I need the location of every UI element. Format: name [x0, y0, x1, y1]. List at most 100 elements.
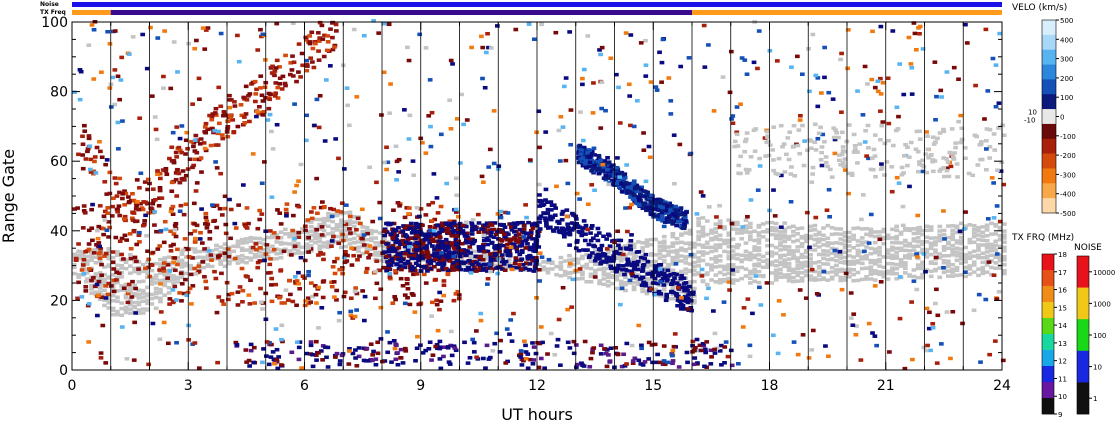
- velocity-cell: [436, 268, 442, 273]
- ground-scatter-cell: [722, 226, 727, 231]
- velocity-cell: [306, 235, 311, 240]
- velocity-cell: [215, 143, 221, 147]
- velocity-cell: [257, 217, 263, 222]
- velocity-cell: [171, 232, 177, 236]
- velocity-cell: [229, 291, 235, 296]
- velocity-cell: [647, 155, 653, 160]
- velocity-cell: [610, 170, 615, 174]
- velocity-cell: [114, 278, 119, 282]
- ground-scatter-cell: [666, 249, 671, 254]
- ground-scatter-cell: [481, 254, 486, 258]
- velocity-cell: [260, 113, 266, 117]
- velocity-cell: [272, 73, 277, 78]
- velocity-cell: [367, 244, 373, 248]
- velocity-cell: [581, 248, 586, 252]
- velocity-cell: [583, 223, 589, 228]
- ground-scatter-cell: [730, 278, 736, 282]
- velocity-cell: [184, 293, 190, 298]
- velocity-cell: [627, 181, 632, 186]
- ground-scatter-cell: [700, 258, 706, 263]
- velocity-cell: [721, 300, 727, 304]
- velocity-cell: [494, 24, 500, 28]
- velocity-cell: [431, 228, 437, 233]
- ground-scatter-cell: [162, 293, 168, 297]
- ground-scatter-cell: [821, 243, 826, 247]
- velocity-cell: [781, 313, 786, 317]
- velocity-cell: [745, 214, 750, 219]
- velocity-cell: [645, 259, 651, 264]
- velocity-cell: [455, 289, 461, 294]
- velocity-cell: [639, 194, 645, 199]
- velocity-cell: [333, 137, 339, 141]
- velocity-cell: [298, 75, 303, 79]
- velocity-cell: [340, 232, 346, 237]
- ground-scatter-cell: [338, 235, 344, 239]
- velocity-cell: [309, 30, 315, 35]
- velocity-cell: [446, 250, 452, 254]
- velocity-cell: [311, 65, 317, 70]
- velocity-cell: [525, 241, 530, 246]
- ground-scatter-cell: [127, 303, 133, 307]
- ground-scatter-cell: [588, 274, 594, 279]
- velocity-cell: [797, 118, 803, 122]
- velocity-cell: [150, 187, 156, 191]
- ground-scatter-cell: [885, 277, 891, 281]
- velocity-cell: [998, 219, 1003, 224]
- ground-scatter-cell: [196, 262, 202, 266]
- ground-scatter-cell: [110, 306, 116, 311]
- velocity-cell: [579, 361, 584, 365]
- ground-scatter-cell: [106, 275, 112, 279]
- velocity-cell: [437, 346, 443, 351]
- velocity-cell: [384, 254, 390, 259]
- velocity-cell: [304, 113, 309, 118]
- ground-scatter-cell: [821, 262, 826, 266]
- velocity-cell: [540, 340, 545, 345]
- velocity-cell: [95, 228, 100, 233]
- ground-scatter-cell: [257, 250, 262, 254]
- ground-scatter-cell: [300, 251, 305, 255]
- velocity-cell: [214, 225, 220, 230]
- ground-scatter-cell: [859, 277, 865, 282]
- ground-scatter-cell: [803, 237, 809, 241]
- ground-scatter-cell: [382, 244, 387, 249]
- velocity-cell: [702, 347, 708, 352]
- ground-scatter-cell: [201, 255, 206, 260]
- velocity-cell: [394, 238, 399, 242]
- velocity-cell: [506, 248, 511, 253]
- ground-scatter-cell: [730, 249, 736, 253]
- ground-scatter-cell: [971, 227, 977, 232]
- ground-scatter-cell: [326, 242, 331, 246]
- velocity-cell: [416, 255, 422, 260]
- velocity-cell: [262, 85, 268, 89]
- velocity-cell: [278, 269, 283, 273]
- velocity-cell: [802, 139, 808, 143]
- txfreq-bar-label: TX Freq: [40, 9, 66, 16]
- ground-scatter-cell: [317, 247, 323, 251]
- velocity-cell: [457, 221, 463, 226]
- velocity-cell: [315, 31, 321, 35]
- velocity-cell: [386, 250, 392, 254]
- velocity-cell: [282, 81, 288, 86]
- velocity-cell: [654, 200, 660, 204]
- velocity-cell: [799, 72, 805, 77]
- velocity-cell: [517, 236, 523, 240]
- velocity-cell: [227, 105, 233, 110]
- ground-scatter-cell: [636, 279, 641, 283]
- ground-scatter-cell: [1002, 271, 1007, 276]
- ground-scatter-cell: [842, 245, 848, 250]
- velocity-cell: [419, 264, 424, 269]
- velocity-cell: [91, 275, 96, 280]
- velocity-cell: [304, 58, 310, 63]
- ground-scatter-cell: [222, 254, 228, 259]
- ground-scatter-cell: [799, 266, 805, 270]
- ground-scatter-cell: [838, 237, 844, 241]
- ground-scatter-cell: [227, 261, 232, 266]
- ground-scatter-cell: [864, 266, 869, 270]
- ground-scatter-cell: [188, 267, 193, 271]
- velocity-cell: [556, 128, 562, 133]
- ground-scatter-cell: [898, 248, 904, 252]
- velocity-cell: [291, 60, 297, 65]
- ground-scatter-cell: [980, 271, 986, 276]
- velocity-cell: [604, 247, 610, 251]
- velocity-cell: [548, 331, 554, 336]
